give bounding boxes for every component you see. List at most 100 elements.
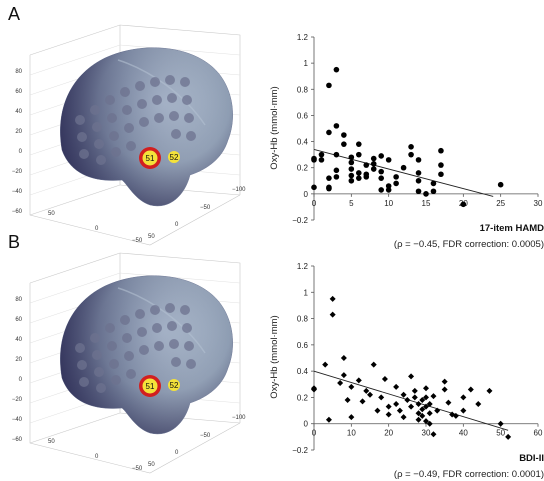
x-tick-label: 0 — [312, 429, 317, 438]
svg-text:0: 0 — [175, 450, 179, 456]
svg-text:−50: −50 — [132, 238, 143, 244]
data-point — [326, 175, 332, 181]
brain-plot-b: 51 52 80 60 40 20 0 −20 −40 −60 50 0 −50… — [12, 252, 246, 474]
data-point — [393, 180, 399, 187]
y-tick-label: −0.2 — [292, 216, 308, 225]
data-point — [415, 401, 422, 407]
x-tick-label: 5 — [349, 199, 354, 208]
data-point — [415, 188, 422, 195]
data-point — [426, 420, 433, 427]
data-point — [337, 379, 344, 386]
svg-text:−100: −100 — [232, 187, 246, 193]
svg-text:50: 50 — [148, 234, 155, 240]
data-point — [423, 394, 429, 401]
svg-text:0: 0 — [175, 222, 179, 228]
data-point — [348, 177, 355, 184]
svg-text:−20: −20 — [12, 397, 23, 403]
data-point — [408, 151, 414, 158]
data-point — [445, 399, 452, 406]
data-point — [415, 170, 422, 176]
y-tick-label: 0.4 — [297, 138, 309, 147]
data-point — [408, 144, 414, 150]
y-tick-label: 1 — [304, 288, 309, 297]
channel-51-label: 51 — [146, 154, 155, 163]
data-point — [467, 386, 474, 393]
data-point — [415, 416, 422, 423]
data-point — [363, 174, 370, 180]
brain-z-ticks: 80 60 40 20 0 −20 −40 −60 — [12, 297, 23, 443]
data-point — [311, 184, 317, 191]
y-tick-label: 0.4 — [297, 367, 309, 376]
y-tick-label: 0.2 — [297, 393, 309, 402]
data-point — [363, 162, 370, 168]
y-tick-label: 0.6 — [297, 341, 309, 350]
x-axis-label-b: BDI-II — [519, 453, 544, 464]
data-point — [385, 187, 392, 193]
data-point — [430, 431, 437, 438]
channel-52-label: 52 — [170, 381, 179, 390]
data-point — [400, 414, 407, 421]
data-point — [400, 164, 407, 171]
svg-text:60: 60 — [15, 317, 22, 323]
y-tick-label: 0 — [304, 190, 309, 199]
data-point — [419, 412, 426, 419]
data-point — [385, 183, 392, 189]
channel-51-marker: 51 — [139, 375, 161, 397]
data-point — [497, 181, 504, 188]
brain-y-ticks: −100 −50 0 50 — [148, 415, 246, 468]
svg-text:40: 40 — [15, 337, 22, 343]
data-point — [356, 151, 362, 158]
data-point — [344, 397, 351, 404]
y-tick-label: −0.2 — [292, 446, 308, 455]
data-point — [426, 401, 433, 407]
data-point — [326, 129, 332, 136]
probe-dots — [75, 75, 196, 165]
data-point — [326, 185, 332, 192]
data-point — [423, 403, 429, 410]
data-point — [378, 175, 385, 181]
svg-text:20: 20 — [15, 357, 22, 363]
data-point — [374, 407, 381, 414]
trend-line — [313, 148, 494, 197]
data-point — [348, 383, 355, 390]
data-point — [419, 406, 426, 413]
y-tick-label: 0 — [304, 420, 309, 429]
data-point — [423, 385, 429, 392]
data-point — [475, 401, 482, 407]
data-point — [329, 295, 336, 302]
data-point — [356, 170, 362, 176]
channel-52-label: 52 — [170, 153, 179, 162]
data-point — [356, 175, 362, 181]
data-point — [415, 410, 422, 417]
data-point — [400, 391, 407, 398]
probe-dots — [75, 303, 196, 393]
channel-52-marker: 52 — [168, 379, 180, 391]
data-point — [441, 386, 448, 393]
data-point — [348, 172, 355, 179]
svg-text:80: 80 — [15, 297, 22, 303]
x-tick-label: 30 — [422, 429, 431, 438]
data-point — [385, 411, 392, 418]
stat-annotation-b: (ρ = −0.49, FDR correction: 0.0001) — [394, 469, 544, 480]
x-tick-label: 10 — [384, 199, 393, 208]
data-point — [326, 82, 332, 89]
x-tick-label: 15 — [422, 199, 431, 208]
svg-text:0: 0 — [19, 377, 23, 383]
data-point — [311, 155, 317, 162]
data-point — [505, 433, 512, 440]
data-point — [325, 416, 332, 423]
scatter-plot-bdi: −0.2 0 0.2 0.4 0.6 0.8 1 1.2 0 10 20 30 40 50 60 — [292, 262, 543, 455]
data-point — [370, 160, 377, 167]
brain-plot-a: 51 52 80 60 40 20 0 −20 −40 −60 50 0 −50… — [12, 24, 246, 246]
panel-letter-a: A — [8, 4, 21, 24]
data-point — [438, 162, 444, 168]
data-point — [430, 188, 437, 195]
data-point — [370, 155, 377, 162]
data-point — [381, 376, 388, 383]
svg-text:0: 0 — [95, 226, 99, 232]
channel-52-marker: 52 — [168, 151, 180, 163]
data-point — [378, 153, 385, 159]
data-point — [333, 151, 340, 158]
data-point — [333, 123, 340, 129]
